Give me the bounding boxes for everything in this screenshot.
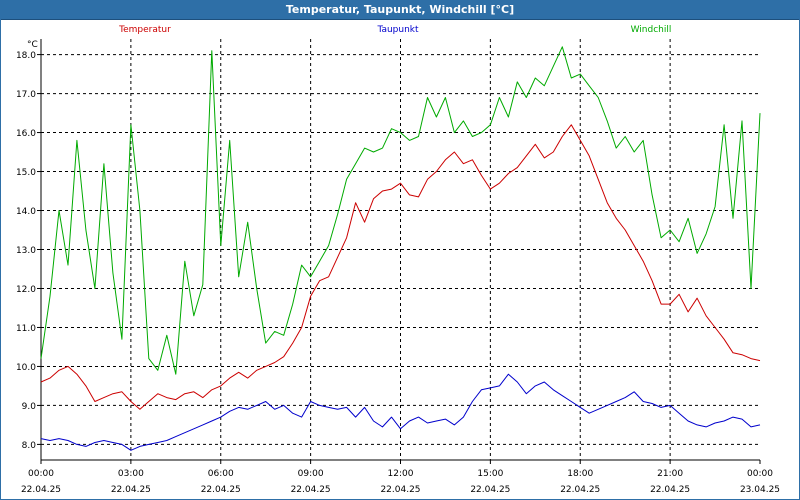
y-tick-label: 16.0 bbox=[16, 129, 36, 139]
x-tick-label-date: 22.04.25 bbox=[291, 485, 331, 495]
x-tick-label-date: 22.04.25 bbox=[201, 485, 241, 495]
x-tick-label-time: 21:00 bbox=[657, 469, 683, 479]
y-tick-label: 9.0 bbox=[22, 402, 37, 412]
x-tick-label-time: 15:00 bbox=[477, 469, 503, 479]
x-tick-label-date: 22.04.25 bbox=[380, 485, 420, 495]
x-tick-label-date: 22.04.25 bbox=[560, 485, 600, 495]
y-tick-label: 15.0 bbox=[16, 168, 36, 178]
y-tick-label: 14.0 bbox=[16, 207, 36, 217]
y-tick-label: 17.0 bbox=[16, 90, 36, 100]
legend-entry-temperatur: Temperatur bbox=[118, 25, 171, 35]
x-tick-label-date: 23.04.25 bbox=[740, 485, 780, 495]
x-tick-label-time: 06:00 bbox=[208, 469, 234, 479]
x-tick-label-date: 22.04.25 bbox=[650, 485, 690, 495]
x-tick-label-time: 18:00 bbox=[567, 469, 593, 479]
legend-entry-windchill: Windchill bbox=[631, 25, 672, 35]
x-tick-label-date: 22.04.25 bbox=[111, 485, 151, 495]
y-tick-label: 10.0 bbox=[16, 363, 36, 373]
x-tick-label-date: 22.04.25 bbox=[21, 485, 61, 495]
y-tick-label: 12.0 bbox=[16, 285, 36, 295]
x-tick-label-time: 00:00 bbox=[28, 469, 54, 479]
x-tick-label-date: 22.04.25 bbox=[470, 485, 510, 495]
series-line-temperatur bbox=[40, 124, 761, 410]
series-line-taupunkt bbox=[40, 373, 761, 451]
y-tick-label: 13.0 bbox=[16, 246, 36, 256]
y-axis-unit-label: °C bbox=[27, 40, 38, 50]
series-line-windchill bbox=[40, 46, 761, 375]
y-tick-label: 18.0 bbox=[16, 51, 36, 61]
legend-entry-taupunkt: Taupunkt bbox=[376, 25, 419, 35]
x-tick-label-time: 03:00 bbox=[118, 469, 144, 479]
y-tick-label: 8.0 bbox=[22, 441, 37, 451]
x-tick-label-time: 12:00 bbox=[388, 469, 414, 479]
chart-frame: 8.0 9.0 10.0 11.0 12.0 13.0 14.0 15.0 16.0 17.0 18… bbox=[0, 19, 800, 500]
window-title: Temperatur, Taupunkt, Windchill [°C] bbox=[0, 0, 800, 20]
y-tick-label: 11.0 bbox=[16, 324, 36, 334]
chart: 8.0 9.0 10.0 11.0 12.0 13.0 14.0 15.0 16.0 17.0 18… bbox=[16, 25, 780, 495]
x-tick-label-time: 00:00 bbox=[747, 469, 773, 479]
x-tick-label-time: 09:00 bbox=[298, 469, 324, 479]
